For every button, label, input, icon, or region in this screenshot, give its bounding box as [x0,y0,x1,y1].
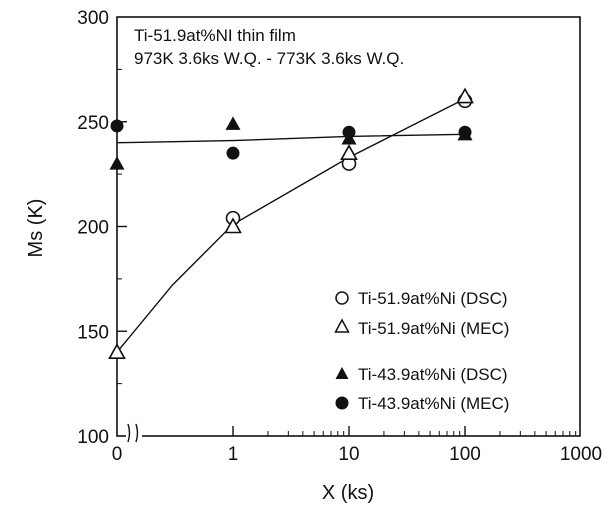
x-tick-label: 10 [338,444,359,465]
annotation-line-1: Ti-51.9at%NI thin film [134,26,296,45]
series-3-filled-triangle-marker [225,116,241,130]
legend-label-51-9-mec: Ti-51.9at%Ni (MEC) [358,319,509,338]
legend-item-51-9-dsc: Ti-51.9at%Ni (DSC) [335,289,508,308]
series-2-open-triangle-marker [456,87,474,104]
y-tick-label: 150 [77,322,109,343]
x-axis-title: X (ks) [322,482,374,504]
legend-filled-triangle-marker [335,367,349,379]
annotation-line-2: 973K 3.6ks W.Q. - 773K 3.6ks W.Q. [134,49,404,68]
y-axis-title: Ms (K) [25,199,47,258]
trend-line-2 [116,133,466,144]
legend-item-43-9-mec: Ti-43.9at%Ni (MEC) [335,394,509,413]
x-tick-label: 1000 [560,444,602,465]
legend-open-circle-marker [335,291,349,305]
series-4-filled-circle-marker [342,125,356,139]
legend-item-51-9-mec: Ti-51.9at%Ni (MEC) [334,318,509,338]
legend-label-43-9-mec: Ti-43.9at%Ni (MEC) [358,394,509,413]
data-markers [108,87,474,360]
y-tick-label: 300 [77,8,109,29]
trend-lines [116,98,466,353]
x-tick-label: 0 [112,444,123,465]
series-4-filled-circle-marker [110,119,124,133]
y-tick-label: 200 [77,218,109,239]
series-4-filled-circle-marker [226,146,240,160]
annotation-block: Ti-51.9at%NI thin film 973K 3.6ks W.Q. -… [134,26,404,68]
legend-item-43-9-dsc: Ti-43.9at%Ni (DSC) [335,365,508,384]
series-4-filled-circle-marker [458,125,472,139]
legend-open-triangle-marker [334,318,350,333]
legend: Ti-51.9at%Ni (DSC) Ti-51.9at%Ni (MEC) Ti… [334,289,509,413]
y-tick-label: 100 [77,427,109,448]
plot-frame [116,16,581,437]
series-3-filled-triangle-marker [109,156,125,170]
series-2-open-triangle-marker [224,217,242,234]
legend-filled-circle-marker [335,396,349,410]
x-tick-label: 100 [449,444,481,465]
axis-tick-labels: 0 1 10 100 1000 100 150 200 250 300 [77,8,602,465]
y-tick-label: 250 [77,113,109,134]
legend-label-43-9-dsc: Ti-43.9at%Ni (DSC) [358,365,508,384]
x-tick-label: 1 [228,444,239,465]
axis-ticks [117,68,577,436]
legend-label-51-9-dsc: Ti-51.9at%Ni (DSC) [358,289,508,308]
series-2-open-triangle-marker [108,343,126,360]
trend-line-1 [116,98,466,353]
series-2-open-triangle-marker [340,144,358,160]
x-axis-break-mark [126,423,142,443]
plot-border [116,16,581,437]
